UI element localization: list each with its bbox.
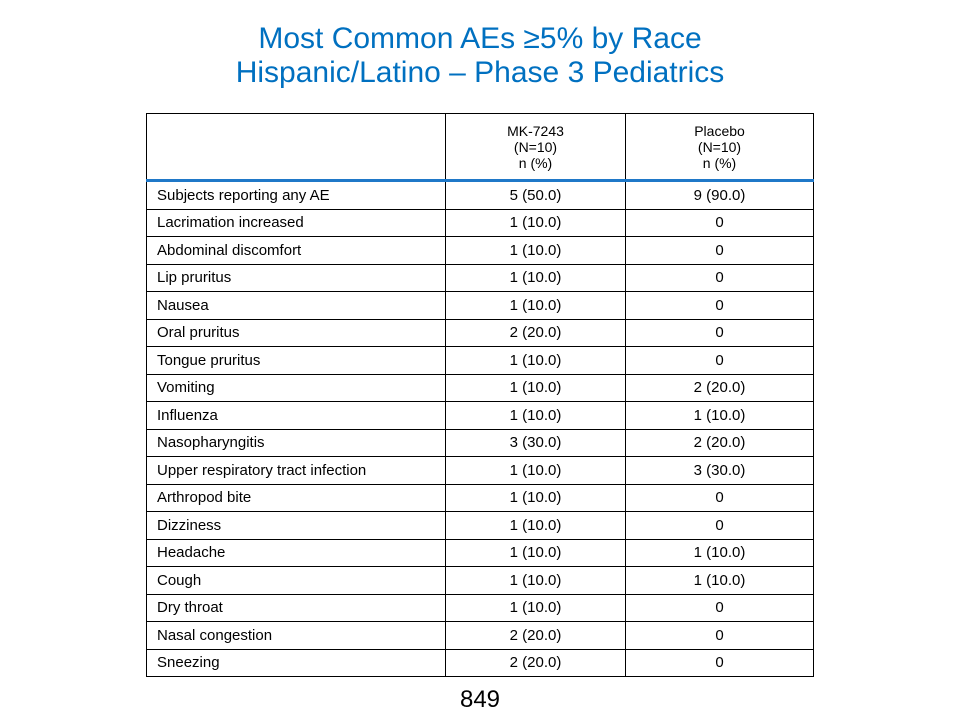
placebo-value: 1 (10.0) (625, 566, 814, 595)
table-row: Influenza 1 (10.0) 1 (10.0) (146, 401, 814, 430)
adverse-event-name: Oral pruritus (146, 318, 446, 347)
adverse-event-name: Tongue pruritus (146, 346, 446, 375)
adverse-event-name: Nasal congestion (146, 621, 446, 650)
mk-7243-value: 1 (10.0) (445, 236, 626, 265)
mk-7243-value: 2 (20.0) (445, 621, 626, 650)
adverse-event-name: Dry throat (146, 593, 446, 622)
adverse-event-name: Dizziness (146, 511, 446, 540)
mk-7243-value: 1 (10.0) (445, 346, 626, 375)
adverse-event-name: Lacrimation increased (146, 208, 446, 237)
table-row: Tongue pruritus 1 (10.0) 0 (146, 346, 814, 375)
mk-7243-value: 1 (10.0) (445, 538, 626, 567)
adverse-event-name: Upper respiratory tract infection (146, 456, 446, 485)
mk-7243-value: 1 (10.0) (445, 456, 626, 485)
placebo-value: 9 (90.0) (625, 180, 814, 210)
table-row: Headache 1 (10.0) 1 (10.0) (146, 538, 814, 567)
table-row: Upper respiratory tract infection 1 (10.0… (146, 456, 814, 485)
adverse-event-name: Subjects reporting any AE (146, 180, 446, 210)
table-row: Oral pruritus 2 (20.0) 0 (146, 318, 814, 347)
slide-title-line-2: Hispanic/Latino – Phase 3 Pediatrics (235, 56, 725, 89)
placebo-value: 0 (625, 318, 814, 347)
table-row: Dry throat 1 (10.0) 0 (146, 593, 814, 622)
placebo-value: 2 (20.0) (625, 373, 814, 402)
table-row: Nasopharyngitis 3 (30.0) 2 (20.0) (146, 428, 814, 457)
table-row: Cough 1 (10.0) 1 (10.0) (146, 566, 814, 595)
placebo-value: 3 (30.0) (625, 456, 814, 485)
mk-7243-value: 2 (20.0) (445, 648, 626, 677)
header-placebo-label: Placebo (694, 122, 745, 139)
table-row: Lacrimation increased 1 (10.0) 0 (146, 208, 814, 237)
table-row: Vomiting 1 (10.0) 2 (20.0) (146, 373, 814, 402)
placebo-value: 0 (625, 511, 814, 540)
header-mk-7243-unit: n (%) (518, 154, 553, 171)
table-row: Subjects reporting any AE 5 (50.0) 9 (90.0… (146, 180, 814, 210)
placebo-value: 0 (625, 346, 814, 375)
slide-title: Most Common AEs ≥5% by Race Hispanic/Lat… (0, 22, 960, 90)
header-mk-7243-n: (N=10) (513, 138, 558, 155)
adverse-events-table: MK-7243 (N=10) n (%) Placebo (N=10) n (%… (146, 113, 814, 677)
mk-7243-value: 5 (50.0) (445, 180, 626, 210)
placebo-value: 0 (625, 208, 814, 237)
adverse-event-name: Arthropod bite (146, 483, 446, 512)
header-cell-empty (146, 113, 446, 182)
placebo-value: 0 (625, 291, 814, 320)
placebo-value: 1 (10.0) (625, 538, 814, 567)
adverse-event-name: Abdominal discomfort (146, 236, 446, 265)
mk-7243-value: 1 (10.0) (445, 401, 626, 430)
slide-title-line-1: Most Common AEs ≥5% by Race (258, 22, 702, 55)
table-row: Abdominal discomfort 1 (10.0) 0 (146, 236, 814, 265)
mk-7243-value: 1 (10.0) (445, 291, 626, 320)
placebo-value: 0 (625, 483, 814, 512)
header-placebo-n: (N=10) (697, 138, 742, 155)
mk-7243-value: 1 (10.0) (445, 511, 626, 540)
placebo-value: 1 (10.0) (625, 401, 814, 430)
mk-7243-value: 1 (10.0) (445, 373, 626, 402)
adverse-event-name: Headache (146, 538, 446, 567)
table-row: Lip pruritus 1 (10.0) 0 (146, 263, 814, 292)
adverse-event-name: Nasopharyngitis (146, 428, 446, 457)
mk-7243-value: 1 (10.0) (445, 566, 626, 595)
table-row: Dizziness 1 (10.0) 0 (146, 511, 814, 540)
mk-7243-value: 1 (10.0) (445, 593, 626, 622)
mk-7243-value: 2 (20.0) (445, 318, 626, 347)
placebo-value: 0 (625, 621, 814, 650)
mk-7243-value: 1 (10.0) (445, 263, 626, 292)
adverse-event-name: Lip pruritus (146, 263, 446, 292)
adverse-event-name: Vomiting (146, 373, 446, 402)
header-cell-mk-7243: MK-7243 (N=10) n (%) (445, 113, 626, 182)
table-row: Sneezing 2 (20.0) 0 (146, 648, 814, 677)
header-placebo-unit: n (%) (702, 154, 737, 171)
placebo-value: 0 (625, 593, 814, 622)
placebo-value: 0 (625, 236, 814, 265)
placebo-value: 0 (625, 263, 814, 292)
mk-7243-value: 3 (30.0) (445, 428, 626, 457)
table-row: Nasal congestion 2 (20.0) 0 (146, 621, 814, 650)
page-number: 849 (459, 686, 501, 713)
table-row: Nausea 1 (10.0) 0 (146, 291, 814, 320)
adverse-event-name: Influenza (146, 401, 446, 430)
mk-7243-value: 1 (10.0) (445, 483, 626, 512)
adverse-event-name: Nausea (146, 291, 446, 320)
header-mk-7243-label: MK-7243 (507, 122, 564, 139)
placebo-value: 0 (625, 648, 814, 677)
table-header-row: MK-7243 (N=10) n (%) Placebo (N=10) n (%… (146, 113, 814, 182)
header-cell-placebo: Placebo (N=10) n (%) (625, 113, 814, 182)
adverse-event-name: Cough (146, 566, 446, 595)
table-row: Arthropod bite 1 (10.0) 0 (146, 483, 814, 512)
adverse-event-name: Sneezing (146, 648, 446, 677)
placebo-value: 2 (20.0) (625, 428, 814, 457)
mk-7243-value: 1 (10.0) (445, 208, 626, 237)
